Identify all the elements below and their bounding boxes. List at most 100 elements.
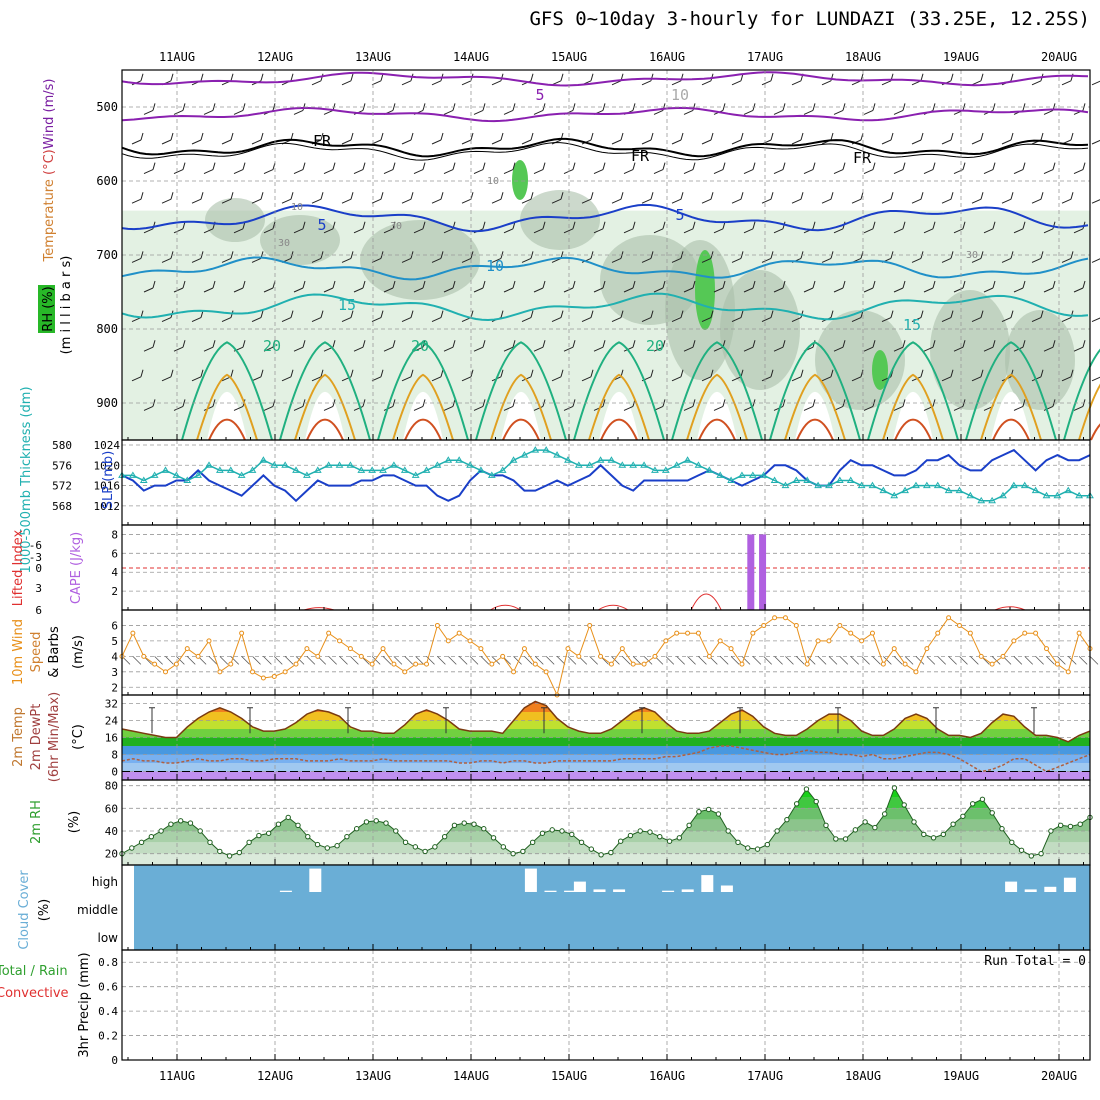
wind-barb — [593, 346, 604, 352]
thickness-marker — [357, 466, 366, 473]
freezing-level-2 — [121, 142, 1089, 161]
wind-speed-marker — [913, 669, 919, 675]
wind-barb-flag — [140, 251, 144, 259]
wind-barb — [1001, 198, 1012, 204]
wind-speed-marker — [467, 638, 473, 644]
thickness-marker — [661, 466, 670, 473]
thickness-marker — [879, 486, 888, 494]
wind-barb-flag — [320, 132, 324, 141]
wind-barb — [581, 376, 592, 382]
rh2m-marker — [500, 844, 507, 850]
wind-barb — [1031, 198, 1042, 204]
wind-barb-flag — [812, 221, 816, 229]
wind-barb — [461, 376, 472, 382]
wind-barb — [563, 228, 574, 234]
y-tick-label: 600 — [96, 174, 118, 188]
rh2m-units: (%) — [67, 811, 82, 834]
wind-barb-flag — [1082, 340, 1086, 348]
temp-contour-30 — [698, 418, 736, 441]
slp-label-part: SLP (mb) — [101, 451, 116, 510]
wind-barb-flag — [302, 340, 306, 348]
wind-speed-marker — [652, 653, 658, 659]
wind-barb — [491, 139, 502, 145]
rh2m-marker — [891, 785, 898, 791]
wind-barb-flag — [332, 221, 336, 229]
wind-barb — [773, 287, 784, 293]
thickness-marker — [1031, 486, 1040, 494]
wind-barb — [431, 139, 442, 145]
wind-barb — [469, 656, 479, 665]
wind-barb — [791, 317, 802, 323]
wind-barb-flag — [602, 280, 606, 289]
wind-barb-flag — [380, 132, 384, 141]
precip-ylabel: 3hr Precip (mm) — [77, 952, 92, 1057]
temp-contour-15 — [121, 292, 1089, 322]
wind-barb — [941, 139, 952, 145]
day-label-top: 11AUG — [159, 50, 195, 64]
wind-barb-flag — [542, 280, 546, 289]
wind-barb — [1024, 656, 1034, 665]
wind-barb — [503, 109, 514, 115]
day-label-bottom: 17AUG — [747, 1069, 783, 1083]
rh-label: RH (%) — [41, 286, 56, 331]
wind-barb — [731, 198, 742, 204]
wind-barb — [251, 198, 262, 204]
thickness-marker — [237, 471, 246, 478]
wind-barb-flag — [1082, 162, 1086, 170]
wind-barb — [1043, 405, 1054, 411]
wind-barb-flag — [440, 369, 444, 377]
wind-barb-flag — [230, 251, 234, 259]
wind-barb-flag — [482, 340, 486, 348]
rh2m-marker — [539, 830, 546, 836]
wind-barb-flag — [392, 399, 396, 407]
wind-barb-flag — [170, 192, 174, 200]
wind-barb — [622, 656, 631, 665]
wind-barb — [533, 346, 544, 352]
minmax-label-part: (6hr Min/Max) — [47, 692, 62, 782]
cloud-gap-bar — [309, 868, 322, 892]
wind-barb-flag — [620, 132, 624, 141]
wind-speed-marker — [717, 638, 723, 644]
wind-barb-flag — [860, 192, 864, 200]
contour-label: FR — [631, 147, 650, 165]
cloud-label-part: Cloud Cover — [17, 870, 32, 950]
wind-barb — [221, 317, 232, 323]
wind-barb-flag — [1052, 221, 1056, 229]
wind-barb-flag — [1022, 280, 1026, 289]
wind-barb — [371, 317, 382, 323]
contour-label: 20 — [646, 337, 664, 355]
thickness-marker — [738, 471, 746, 478]
wind-barb-flag — [440, 132, 444, 141]
wind-barb — [173, 169, 184, 175]
rh2m-marker — [138, 839, 145, 846]
cape-bar — [759, 534, 767, 610]
wind-barb — [1073, 405, 1084, 411]
wind-barb-flag — [782, 103, 786, 111]
wind-barb-flag — [290, 310, 294, 318]
wind-barb-flag — [1082, 280, 1086, 289]
wind-barb — [911, 317, 922, 323]
rh2m-marker — [383, 820, 389, 826]
wind-barb — [191, 139, 202, 145]
contour-label: 20 — [263, 337, 281, 355]
rh2m-line — [121, 786, 1091, 857]
wind-barb — [521, 317, 532, 323]
rh-shading-dark — [520, 190, 600, 250]
wind-barb — [263, 169, 274, 175]
contour-label: 15 — [903, 316, 921, 334]
thickness-marker — [705, 466, 714, 473]
wind-barb — [1061, 376, 1072, 382]
wind-barb-flag — [512, 162, 516, 170]
surface-column — [599, 391, 639, 440]
wind-barb-flag — [962, 221, 966, 229]
temp-band — [122, 754, 1090, 763]
rh2m-marker — [324, 845, 331, 851]
wind-barb-flag — [620, 310, 624, 318]
wind-barb — [1013, 405, 1024, 411]
wind-barb — [731, 317, 742, 323]
thickness-marker — [1064, 486, 1073, 494]
wind-barb-flag — [500, 73, 504, 81]
thickness-marker — [150, 471, 159, 478]
rh2m-marker — [363, 819, 370, 825]
wind-barb — [941, 376, 952, 382]
